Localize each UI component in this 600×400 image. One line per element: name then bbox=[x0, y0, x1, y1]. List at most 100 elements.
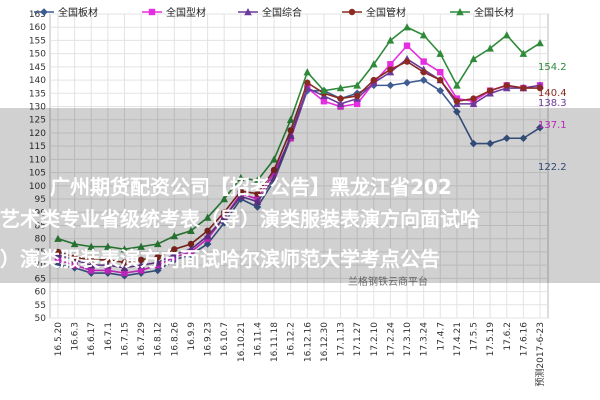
data-point bbox=[502, 31, 511, 39]
data-point bbox=[221, 209, 228, 216]
data-point bbox=[536, 123, 544, 132]
data-point bbox=[519, 134, 528, 143]
banner-line-3[interactable]: ）演类服装表演方向面试哈尔滨师范大学考点公告 bbox=[0, 247, 440, 271]
y-tick-label: 165 bbox=[29, 10, 46, 20]
y-tick-label: 55 bbox=[35, 301, 46, 311]
data-point bbox=[171, 246, 178, 253]
data-point bbox=[204, 227, 211, 234]
data-point bbox=[88, 267, 95, 274]
data-point bbox=[87, 261, 96, 269]
legend-marker bbox=[244, 8, 252, 16]
data-point bbox=[253, 176, 262, 184]
x-tick-label: 17.5.5 bbox=[470, 322, 480, 351]
data-point bbox=[403, 42, 411, 49]
legend-marker bbox=[148, 8, 156, 16]
data-point bbox=[419, 31, 428, 39]
series-line bbox=[57, 26, 541, 251]
data-point bbox=[387, 66, 394, 73]
data-point bbox=[503, 82, 510, 89]
data-point bbox=[453, 81, 461, 89]
data-point bbox=[420, 58, 427, 65]
data-point bbox=[187, 245, 195, 253]
axes: 50 55 60 65 70 75 80 85 90 95 100 105 110 115 120 125 13… bbox=[29, 10, 546, 387]
y-tick-label: 155 bbox=[29, 36, 46, 46]
legend-label: 全国管材 bbox=[366, 6, 406, 19]
legend-item: 全国长材 bbox=[450, 6, 514, 19]
y-tick-label: 120 bbox=[29, 129, 46, 139]
data-point bbox=[120, 245, 129, 253]
data-point bbox=[121, 259, 128, 266]
legend-label: 全国长材 bbox=[474, 6, 514, 19]
data-point bbox=[270, 155, 278, 163]
series-4 bbox=[54, 58, 544, 266]
data-point bbox=[470, 95, 477, 102]
data-point bbox=[120, 263, 129, 271]
x-tick-label: 17.1.13 bbox=[337, 322, 347, 356]
y-tick-label: 85 bbox=[35, 221, 46, 231]
y-tick-label: 125 bbox=[29, 116, 46, 126]
x-tick-label: 16.7.15 bbox=[120, 322, 130, 356]
legend-marker bbox=[456, 8, 464, 16]
x-tick-label: 16.7.29 bbox=[137, 322, 147, 357]
data-point bbox=[137, 256, 145, 264]
end-value-label: 138.3 bbox=[538, 98, 567, 109]
data-point bbox=[453, 108, 461, 116]
data-point bbox=[154, 254, 161, 261]
data-point bbox=[137, 242, 145, 250]
data-point bbox=[387, 61, 394, 68]
data-point bbox=[486, 87, 494, 94]
data-point bbox=[153, 258, 162, 266]
x-tick-label: 预测2017-6-23 bbox=[535, 322, 546, 387]
x-tick-label: 17.2.24 bbox=[386, 322, 396, 357]
x-tick-label: 16.9.23 bbox=[204, 322, 214, 356]
data-point bbox=[436, 86, 445, 95]
data-point bbox=[203, 240, 212, 248]
data-point bbox=[386, 36, 395, 44]
banner-line-2[interactable]: 艺术类专业省级统考表（导）演类服装表演方向面试哈 bbox=[0, 207, 480, 231]
end-value-label: 137.1 bbox=[538, 120, 567, 131]
data-point bbox=[253, 203, 262, 211]
data-point bbox=[286, 115, 295, 123]
y-tick-label: 115 bbox=[29, 142, 46, 152]
end-value-label: 122.2 bbox=[538, 162, 567, 173]
x-tick-label: 16.7.1 bbox=[104, 322, 114, 351]
banner-line-1[interactable]: 广州期货配资公司【招考公告】黑龙江省202 bbox=[50, 175, 452, 199]
x-tick-label: 17.4.21 bbox=[453, 322, 463, 356]
y-tick-label: 75 bbox=[35, 248, 46, 258]
y-tick-label: 95 bbox=[35, 195, 46, 205]
legend-marker bbox=[40, 8, 48, 16]
data-point bbox=[536, 84, 544, 92]
y-tick-label: 65 bbox=[35, 274, 46, 284]
x-tick-label: 17.3.10 bbox=[403, 322, 413, 357]
x-tick-label: 16.5.20 bbox=[54, 322, 64, 357]
x-tick-label: 16.8.12 bbox=[154, 322, 164, 356]
data-point bbox=[203, 213, 212, 221]
data-point bbox=[54, 261, 62, 269]
data-point bbox=[203, 232, 212, 240]
legend: 全国板材 全国型材 全国综合 全国管材 全国长材 bbox=[34, 6, 514, 19]
data-point bbox=[253, 197, 262, 205]
data-point bbox=[104, 256, 112, 264]
x-tick-label: 17.2.10 bbox=[370, 322, 380, 357]
x-tick-label: 17.4.7 bbox=[436, 322, 446, 351]
data-point bbox=[320, 98, 328, 105]
data-point bbox=[187, 240, 195, 248]
y-tick-label: 140 bbox=[29, 76, 46, 86]
data-point bbox=[519, 49, 528, 57]
x-tick-label: 16.8.26 bbox=[170, 322, 180, 357]
data-point bbox=[54, 248, 62, 256]
legend-marker bbox=[348, 8, 356, 16]
data-point bbox=[286, 131, 295, 139]
data-point bbox=[237, 187, 245, 195]
x-tick-label: 16.12.2 bbox=[287, 322, 297, 356]
series-5 bbox=[54, 23, 544, 253]
banner-overlay bbox=[0, 108, 600, 283]
legend-label: 全国型材 bbox=[166, 6, 206, 19]
data-point bbox=[121, 269, 128, 277]
legend-item: 全国管材 bbox=[342, 6, 406, 19]
data-point bbox=[104, 242, 112, 250]
data-point bbox=[70, 239, 79, 248]
data-point bbox=[304, 79, 311, 86]
series-line bbox=[57, 57, 541, 269]
